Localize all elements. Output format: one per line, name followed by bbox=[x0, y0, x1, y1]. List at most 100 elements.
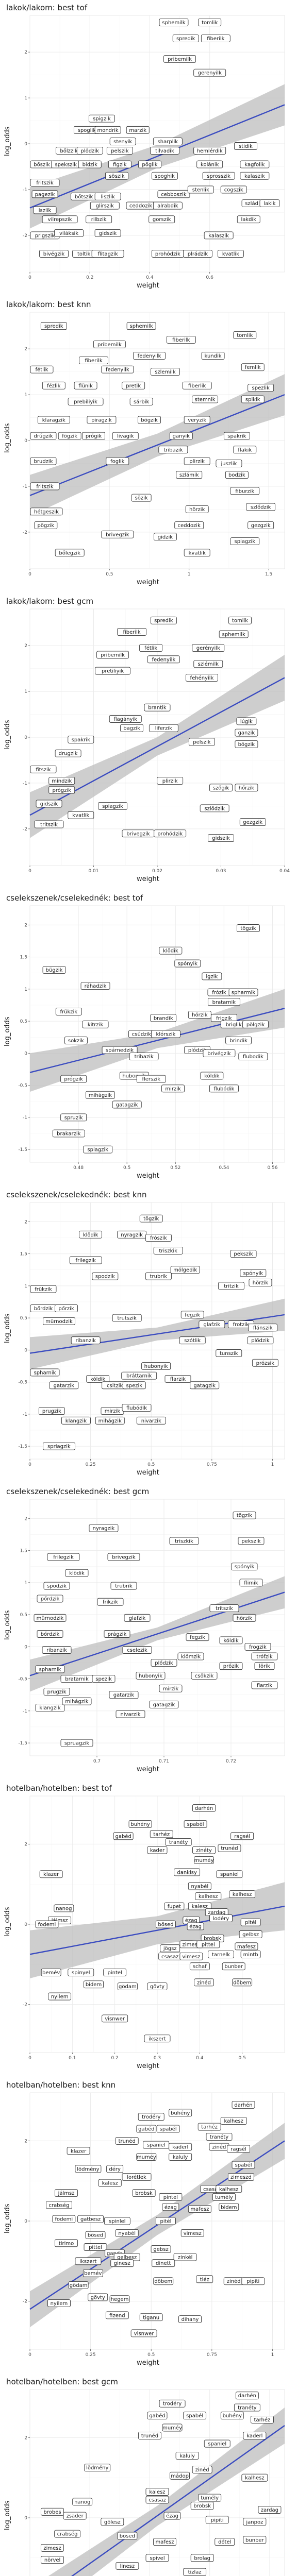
point-label-box bbox=[230, 1250, 257, 1258]
point-label-box bbox=[117, 628, 147, 636]
point-label-box bbox=[55, 1304, 78, 1312]
point-label: tomlik bbox=[202, 20, 218, 26]
point-label: brolag bbox=[194, 2555, 210, 2561]
point-label-box bbox=[183, 2412, 207, 2419]
point-label: tögzik bbox=[240, 926, 256, 931]
point-label-box bbox=[197, 2123, 221, 2131]
point-label-box bbox=[68, 736, 94, 743]
point-label: muméy bbox=[137, 2154, 156, 2160]
point-label: klangzik bbox=[39, 1705, 60, 1711]
point-label: ézag bbox=[185, 1918, 197, 1924]
x-tick-label: 0.75 bbox=[207, 1462, 217, 1467]
point-label-box bbox=[219, 1662, 243, 1670]
y-tick-label: 2 bbox=[24, 2139, 27, 2144]
point-label-box bbox=[165, 1838, 192, 1846]
point-label-box bbox=[238, 1537, 265, 1545]
y-tick-label: 2 bbox=[24, 2435, 27, 2441]
point-label-box bbox=[145, 2496, 169, 2504]
point-label-box bbox=[112, 1100, 142, 1109]
chart-panel: lakok/lakom: best gcm 0 0.01 0.02 0.03 0.04 -2… bbox=[4, 597, 290, 883]
point-label: plirzik bbox=[162, 778, 178, 784]
point-label-box bbox=[235, 1942, 258, 1951]
point-label-box bbox=[144, 2035, 171, 2043]
y-tick-label: -1.5 bbox=[18, 1741, 27, 1746]
point-label: déry bbox=[109, 2166, 121, 2172]
point-label-box bbox=[199, 1320, 225, 1328]
point-label: mihágzik bbox=[65, 1699, 88, 1705]
point-label-box bbox=[240, 1269, 267, 1277]
point-label-box bbox=[105, 2311, 129, 2319]
point-label-box bbox=[189, 1962, 210, 1971]
point-label-box bbox=[154, 533, 177, 541]
point-label-box bbox=[55, 2189, 78, 2197]
point-label: viláksik bbox=[59, 230, 78, 236]
point-label-box bbox=[225, 1037, 252, 1044]
point-label: fedenyilk bbox=[106, 367, 129, 373]
point-label: plirzik bbox=[189, 459, 205, 465]
point-label-box bbox=[203, 1049, 236, 1057]
point-label: pitél bbox=[245, 1920, 256, 1926]
point-label-box bbox=[78, 160, 102, 168]
point-label-box bbox=[230, 1832, 254, 1840]
point-label: nörvel bbox=[44, 2557, 60, 2563]
point-label-box bbox=[186, 673, 218, 682]
point-label-box bbox=[43, 1442, 75, 1450]
point-label-box bbox=[105, 172, 128, 180]
point-label: veryzik bbox=[188, 417, 206, 423]
point-label: tarhéz bbox=[254, 2417, 271, 2423]
point-label-box bbox=[109, 715, 142, 723]
point-label-box bbox=[222, 1962, 245, 1971]
point-label: bemév bbox=[84, 2270, 102, 2277]
point-label: plrádzik bbox=[188, 251, 208, 257]
point-label: bidzik bbox=[82, 162, 98, 168]
point-label-box bbox=[117, 2532, 138, 2540]
x-tick-label: 0.2 bbox=[86, 275, 93, 280]
y-tick-label: -2 bbox=[23, 2299, 27, 2304]
point-label-box bbox=[179, 1336, 206, 1345]
point-label: spoglik bbox=[78, 128, 96, 133]
point-label-box bbox=[252, 1359, 278, 1367]
point-label: kvatlik bbox=[222, 251, 239, 257]
point-label: vimesz bbox=[182, 1954, 200, 1960]
point-label: mürnodzik bbox=[45, 1319, 73, 1325]
point-label-box bbox=[89, 1524, 119, 1532]
point-label: zinéty bbox=[196, 1848, 211, 1854]
chart-panel: cselekszenek/cselekednék: best tof 0.48 0.… bbox=[4, 893, 285, 1180]
point-label-box bbox=[48, 1992, 72, 2001]
point-label-box bbox=[115, 2137, 139, 2145]
point-label-box bbox=[159, 18, 189, 26]
point-label-box bbox=[216, 1349, 242, 1357]
y-tick-label: -1 bbox=[23, 1709, 27, 1714]
point-label-box bbox=[101, 2518, 124, 2526]
x-tick-label: 0.5 bbox=[123, 1165, 130, 1171]
point-label: fodemi bbox=[55, 2217, 73, 2223]
point-label-box bbox=[169, 2109, 192, 2117]
point-label: lakdik bbox=[241, 217, 256, 223]
point-label: kóldik bbox=[90, 1376, 105, 1382]
x-axis-title: weight bbox=[137, 1172, 159, 1180]
y-tick-label: 2 bbox=[24, 1516, 27, 1521]
point-label: spharnik bbox=[39, 1667, 61, 1672]
y-tick-label: 1 bbox=[24, 689, 27, 694]
point-label: livagik bbox=[117, 434, 134, 439]
y-tick-label: 0 bbox=[24, 2219, 27, 2224]
point-label-box bbox=[136, 2153, 157, 2161]
point-label: gabéd bbox=[149, 2413, 165, 2419]
point-label: plődzik bbox=[155, 1660, 173, 1666]
point-label-box bbox=[33, 206, 57, 214]
point-label-box bbox=[106, 2165, 124, 2173]
y-axis-title: log_odds bbox=[4, 2500, 11, 2530]
point-label: tögzik bbox=[143, 1216, 159, 1222]
point-label-box bbox=[133, 352, 166, 360]
point-label: szlődzik bbox=[204, 805, 225, 811]
y-tick-label: 0 bbox=[24, 1922, 27, 1927]
point-label: gabéd bbox=[138, 2126, 154, 2132]
point-label-box bbox=[52, 1129, 85, 1138]
point-label: trubrik bbox=[115, 1584, 133, 1589]
chart-panel: hotelban/hotelben: best knn 0 0.25 0.5 0.75 1… bbox=[4, 2080, 285, 2367]
point-label: gatagzik bbox=[116, 1102, 138, 1108]
point-label: spekszik bbox=[55, 162, 77, 168]
point-label-box bbox=[151, 368, 180, 376]
y-tick-label: 0 bbox=[24, 2516, 27, 2521]
point-label: ikszert bbox=[148, 2036, 166, 2042]
